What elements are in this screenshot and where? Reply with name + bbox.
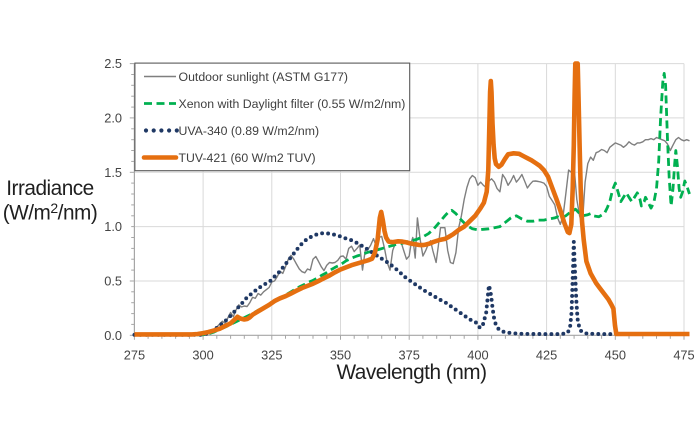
- svg-text:275: 275: [124, 347, 145, 362]
- svg-text:UVA-340 (0.89 W/m2/nm): UVA-340 (0.89 W/m2/nm): [179, 124, 320, 138]
- svg-text:0.5: 0.5: [104, 274, 122, 289]
- svg-text:0.0: 0.0: [104, 328, 122, 343]
- svg-text:TUV-421 (60 W/m2 TUV): TUV-421 (60 W/m2 TUV): [179, 151, 316, 165]
- svg-text:1.0: 1.0: [104, 219, 122, 234]
- svg-text:450: 450: [605, 347, 626, 362]
- svg-text:325: 325: [261, 347, 282, 362]
- svg-text:Wavelength (nm): Wavelength (nm): [336, 361, 486, 384]
- svg-text:1.5: 1.5: [104, 165, 122, 180]
- svg-text:375: 375: [399, 347, 420, 362]
- svg-text:Outdoor sunlight (ASTM G177): Outdoor sunlight (ASTM G177): [179, 70, 349, 84]
- svg-text:425: 425: [536, 347, 557, 362]
- svg-text:400: 400: [467, 347, 488, 362]
- svg-text:2.0: 2.0: [104, 111, 122, 126]
- svg-text:(W/m2/nm): (W/m2/nm): [3, 200, 98, 225]
- svg-text:2.5: 2.5: [104, 56, 122, 71]
- svg-text:Irradiance: Irradiance: [6, 177, 93, 200]
- svg-text:475: 475: [673, 347, 694, 362]
- svg-text:300: 300: [192, 347, 213, 362]
- svg-text:350: 350: [330, 347, 351, 362]
- svg-text:Xenon with Daylight filter (0.: Xenon with Daylight filter (0.55 W/m2/nm…: [179, 97, 406, 111]
